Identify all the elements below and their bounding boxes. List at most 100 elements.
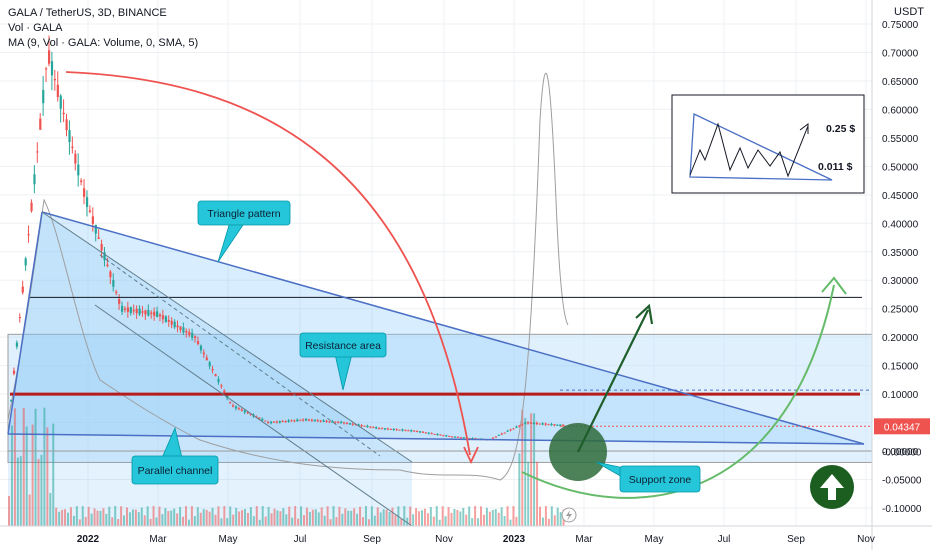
y-tick-label: 0.55000	[882, 134, 919, 145]
resistance-area-callout: Resistance area	[299, 332, 387, 391]
volume-bar	[285, 514, 288, 526]
volume-bar	[385, 509, 388, 526]
candle-body	[272, 421, 276, 423]
volume-bar	[376, 507, 379, 526]
candle-body	[421, 431, 425, 433]
volume-bar	[447, 507, 450, 526]
volume-bar	[114, 506, 117, 526]
candle-body	[287, 420, 290, 422]
volume-bar	[541, 517, 544, 526]
candle-body	[179, 326, 182, 330]
volume-bar	[40, 454, 43, 526]
volume-bar	[544, 506, 547, 526]
candle-body	[529, 422, 533, 424]
volume-bar	[75, 506, 78, 526]
y-tick-label: -0.10000	[882, 504, 922, 515]
volume-ma-line	[7, 72, 569, 481]
volume-bar	[308, 511, 311, 526]
volume-label[interactable]: Vol · GALA	[8, 22, 63, 34]
inset-price-path	[689, 122, 809, 178]
y-tick-label: 0.20000	[882, 333, 919, 344]
candle-body	[71, 146, 74, 149]
volume-bar	[488, 511, 491, 526]
candle-body	[562, 424, 565, 427]
callouts: Triangle pattern Resistance area Parallel …	[131, 123, 855, 523]
ma-label[interactable]: MA (9, Vol · GALA: Volume, 0, SMA, 5)	[8, 37, 199, 49]
candle-body	[42, 90, 45, 104]
y-tick-label: -0.05000	[882, 476, 922, 487]
candle-body	[313, 419, 316, 422]
symbol-title[interactable]: GALA / TetherUS, 3D, BINANCE	[8, 7, 167, 19]
volume-bar	[64, 509, 67, 526]
candle-body	[234, 406, 238, 409]
volume-bar	[335, 517, 338, 526]
candle-body	[281, 421, 284, 423]
candle-body	[118, 299, 121, 304]
candle-body	[27, 234, 30, 236]
volume-bar	[426, 513, 429, 526]
inset-arrowhead-icon	[799, 123, 809, 134]
candle-body	[194, 336, 197, 339]
candle-body	[527, 422, 530, 424]
candle-body	[343, 422, 346, 424]
volume-bar	[344, 508, 347, 526]
candle-body	[445, 435, 448, 437]
candle-body	[74, 153, 77, 164]
current-price-tag	[874, 418, 930, 435]
candle-body	[182, 327, 185, 333]
volume-bar	[291, 517, 294, 526]
candle-body	[62, 112, 65, 115]
candle-body	[494, 436, 498, 438]
candle-body	[68, 130, 71, 143]
candle-body	[430, 433, 433, 435]
volume-bar	[409, 506, 412, 526]
candle-body	[199, 345, 203, 351]
volume-bar	[311, 509, 314, 526]
volume-bar	[238, 511, 241, 526]
volume-bar	[123, 515, 126, 526]
volume-bar	[559, 512, 562, 526]
candle-body	[389, 428, 392, 430]
volume-bar	[31, 424, 34, 526]
volume-bar	[341, 513, 344, 526]
candle-body	[18, 317, 21, 319]
volume-bar	[323, 515, 326, 526]
volume-bar	[485, 507, 488, 526]
volume-bar	[474, 506, 477, 526]
candle-body	[550, 423, 553, 426]
candle-body	[305, 418, 308, 421]
candle-body	[395, 429, 398, 431]
volume-bar	[252, 516, 255, 526]
volume-bar	[137, 512, 140, 526]
volume-bar	[258, 519, 261, 526]
triangle-pattern-callout: Triangle pattern	[197, 200, 291, 263]
up-arrow-circle-icon[interactable]	[810, 465, 854, 509]
volume-bar	[78, 519, 81, 526]
volume-bar	[359, 506, 362, 526]
candle-body	[21, 286, 24, 293]
candle-body	[506, 430, 509, 432]
volume-bar	[22, 408, 25, 526]
candle-body	[65, 119, 68, 131]
volume-bar	[232, 514, 235, 526]
volume-bar	[28, 494, 31, 526]
volume-bar	[480, 506, 482, 526]
volume-bar	[468, 506, 471, 526]
volume-bar	[87, 506, 90, 526]
candle-body	[267, 421, 270, 423]
candle-body	[299, 419, 302, 421]
candle-body	[115, 291, 118, 294]
volume-bar	[102, 508, 105, 526]
candle-body	[191, 332, 194, 338]
candle-body	[462, 437, 465, 439]
y-tick-label: -0.00000	[882, 448, 922, 459]
drawings	[7, 71, 872, 527]
candle-body	[322, 420, 325, 422]
candle-body	[88, 210, 92, 212]
candle-body	[337, 421, 340, 423]
candle-body	[208, 362, 211, 367]
candle-body	[348, 422, 352, 425]
candle-body	[518, 425, 521, 427]
volume-bar	[394, 515, 397, 526]
